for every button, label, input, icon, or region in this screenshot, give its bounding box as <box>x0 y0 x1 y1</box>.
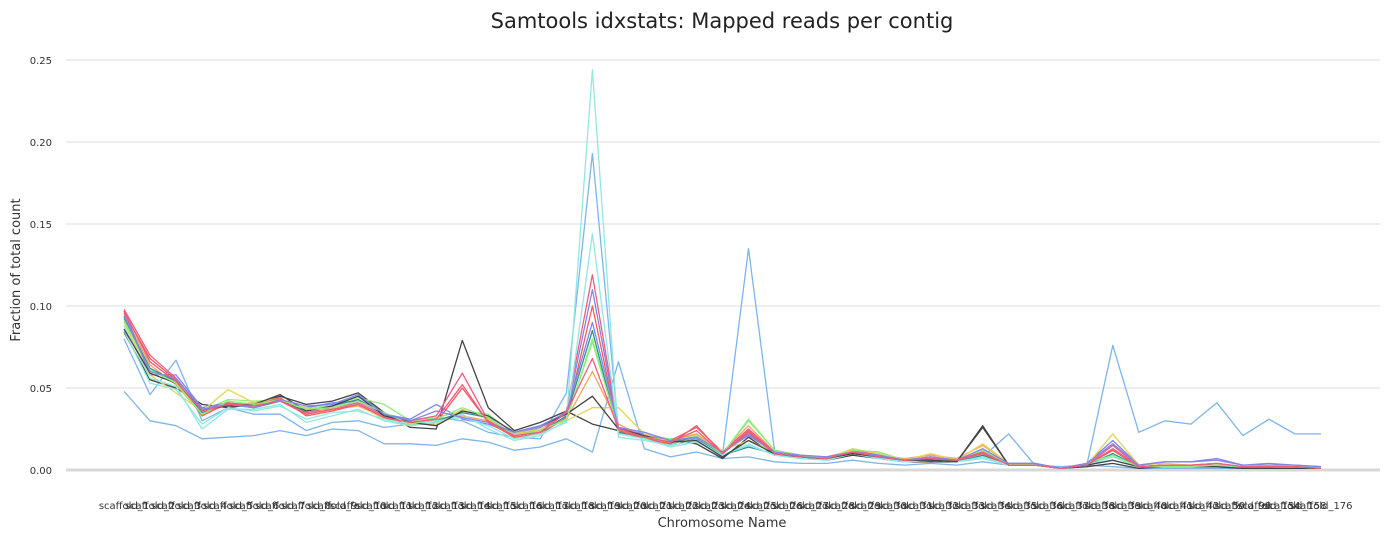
x-tick-label: scaffold_29 <box>824 501 881 512</box>
series-line <box>123 305 1322 470</box>
series-line <box>123 152 1321 468</box>
series-line <box>123 322 1322 470</box>
series-line <box>123 315 1322 470</box>
series-line <box>123 288 1322 470</box>
series-line <box>123 274 1322 470</box>
x-tick-label: scaffold_2 <box>125 501 175 512</box>
chart-title: Samtools idxstats: Mapped reads per cont… <box>491 9 954 33</box>
x-tick-label: scaffold_15 <box>460 501 517 512</box>
x-tick-label: scaffold_98 <box>1215 501 1272 512</box>
x-tick-label: scaffold_6 <box>229 501 279 512</box>
y-axis-label: Fraction of total count <box>9 198 24 341</box>
x-tick-label: scaffold_4 <box>177 501 227 512</box>
x-tick-label: scaffold_5 <box>203 501 253 512</box>
x-tick-label: scaffold_22 <box>642 501 699 512</box>
x-tick-label: scaffold_59 <box>1189 501 1246 512</box>
x-tick-label: scaffold_42 <box>1163 501 1220 512</box>
x-tick-label: scaffold_14 <box>434 501 491 512</box>
series-lines <box>123 69 1322 470</box>
series-line <box>123 320 1322 470</box>
series-line <box>123 310 1322 470</box>
x-tick-label: scaffold_10 <box>330 501 387 512</box>
gridlines <box>66 59 1380 472</box>
x-tick-label: scaffold_21 <box>616 501 673 512</box>
x-tick-label: scaffold_34 <box>954 501 1011 512</box>
series-line <box>123 317 1322 470</box>
x-tick-label: scaffold_20 <box>590 501 647 512</box>
y-tick-label: 0.10 <box>30 302 52 313</box>
x-tick-label: scaffold_12 <box>382 501 439 512</box>
x-tick-label: scaffold_35 <box>980 501 1037 512</box>
x-axis-label: Chromosome Name <box>658 516 787 531</box>
x-tick-label: scaffold_19 <box>564 501 621 512</box>
x-tick-label: scaffold_13 <box>408 501 465 512</box>
y-tick-label: 0.15 <box>30 220 52 231</box>
x-tick-label: scaffold_7 <box>255 501 305 512</box>
x-tick-label: scaffold_32 <box>902 501 959 512</box>
x-tick-label: scaffold_39 <box>1084 501 1141 512</box>
x-tick-label: scaffold_1 <box>99 501 149 512</box>
x-tick-label: scaffold_30 <box>850 501 907 512</box>
y-tick-label: 0.25 <box>30 56 52 67</box>
series-line <box>123 328 1321 470</box>
x-tick-label: scaffold_41 <box>1137 501 1194 512</box>
x-tick-label: scaffold_3 <box>151 501 201 512</box>
x-tick-label: scaffold_17 <box>512 501 569 512</box>
x-tick-label: scaffold_28 <box>798 501 855 512</box>
x-tick-label: scaffold_40 <box>1110 501 1167 512</box>
x-tick-label: scaffold_33 <box>928 501 985 512</box>
x-tick-label: scaffold_31 <box>876 501 933 512</box>
x-tick-label: scaffold_154 <box>1237 501 1300 512</box>
x-tick-label: scaffold_26 <box>746 501 803 512</box>
x-tick-label: scaffold_25 <box>720 501 777 512</box>
series-line <box>123 318 1322 470</box>
x-tick-label: scaffold_8 <box>281 501 331 512</box>
x-tick-label: scaffold_27 <box>772 501 829 512</box>
series-line <box>123 331 1321 470</box>
series-line <box>123 313 1322 470</box>
series-line <box>123 233 1321 470</box>
x-tick-label: scaffold_24 <box>694 501 751 512</box>
x-tick-label: scaffold_16 <box>486 501 543 512</box>
y-axis-ticks: 0.00 0.05 0.10 0.15 0.20 0.25 <box>30 56 52 477</box>
x-tick-label: scaffold_38 <box>1058 501 1115 512</box>
x-axis-ticks: scaffold_1scaffold_2scaffold_3scaffold_4… <box>99 501 1353 512</box>
x-tick-label: scaffold_37 <box>1032 501 1089 512</box>
x-tick-label: scaffold_18 <box>538 501 595 512</box>
x-tick-label: scaffold_36 <box>1006 501 1063 512</box>
x-tick-label: scaffold_176 <box>1289 501 1352 512</box>
x-tick-label: scaffold_11 <box>356 501 413 512</box>
x-tick-label: scaffold_23 <box>668 501 725 512</box>
x-tick-label: scaffold_158 <box>1263 501 1326 512</box>
y-tick-label: 0.20 <box>30 138 52 149</box>
x-tick-label: scaffold_9 <box>307 501 357 512</box>
y-tick-label: 0.05 <box>30 384 52 395</box>
y-tick-label: 0.00 <box>30 466 52 477</box>
